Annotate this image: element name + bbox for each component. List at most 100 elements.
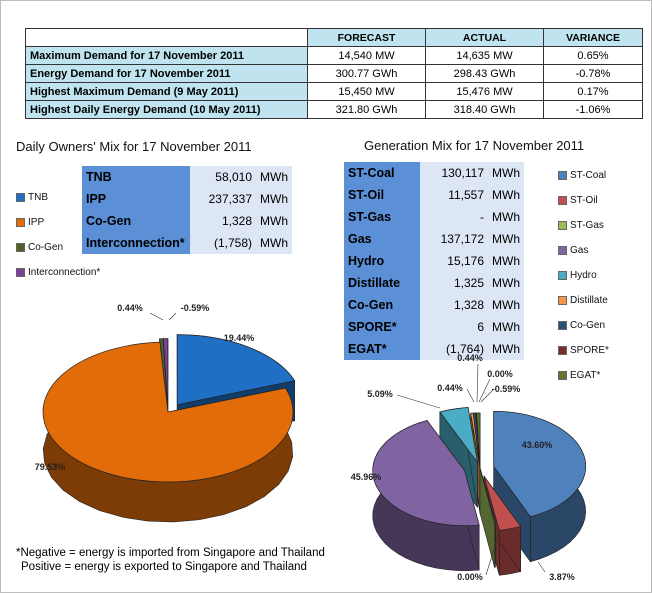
table-row: Distillate 1,325 MWh xyxy=(344,272,524,294)
legend-swatch xyxy=(16,268,25,277)
summary-table: FORECAST ACTUAL VARIANCE Maximum Demand … xyxy=(25,28,643,119)
table-row: Highest Maximum Demand (9 May 2011) 15,4… xyxy=(25,82,643,101)
legend-item: EGAT* xyxy=(558,363,609,388)
actual-cell: 298.43 GWh xyxy=(425,64,544,83)
pie-data-label: 43.60% xyxy=(522,440,553,450)
legend-label: ST-Coal xyxy=(570,170,607,181)
table-row: Highest Daily Energy Demand (10 May 2011… xyxy=(25,100,643,119)
legend-label: Distillate xyxy=(570,295,608,306)
table-row: SPORE* 6 MWh xyxy=(344,316,524,338)
table-row: Co-Gen 1,328 MWh xyxy=(82,210,292,232)
legend-swatch xyxy=(558,346,567,355)
row-label: Maximum Demand for 17 November 2011 xyxy=(25,46,308,65)
gen-value: 15,176 xyxy=(420,250,488,272)
table-row: Hydro 15,176 MWh xyxy=(344,250,524,272)
legend-label: Co-Gen xyxy=(570,320,606,331)
forecast-cell: 15,450 MW xyxy=(307,82,426,101)
legend-label: IPP xyxy=(28,217,45,228)
pie-slice-interconnection xyxy=(162,338,169,409)
pie-leader-line xyxy=(485,529,501,576)
legend-label: Interconnection* xyxy=(28,267,101,278)
pie-leader-line xyxy=(537,561,546,573)
gen-name: ST-Oil xyxy=(344,184,420,206)
pie-leader-line xyxy=(396,394,441,409)
actual-cell: 15,476 MW xyxy=(425,82,544,101)
legend-swatch xyxy=(558,246,567,255)
pie-slice-egat xyxy=(476,412,481,469)
gen-name: ST-Coal xyxy=(344,162,420,184)
legend-item: TNB xyxy=(16,185,100,210)
legend-label: ST-Oil xyxy=(570,195,598,206)
gen-unit: MWh xyxy=(488,206,524,228)
variance-cell: -1.06% xyxy=(543,100,643,119)
forecast-cell: 321.80 GWh xyxy=(307,100,426,119)
pie-leader-line xyxy=(466,388,475,403)
table-row: ST-Coal 130,117 MWh xyxy=(344,162,524,184)
summary-header-variance: VARIANCE xyxy=(543,28,643,47)
pie-data-label: 3.87% xyxy=(549,572,575,582)
table-row: Maximum Demand for 17 November 2011 14,5… xyxy=(25,46,643,65)
summary-header-actual: ACTUAL xyxy=(425,28,544,47)
pie-data-label: -0.59% xyxy=(492,384,521,394)
gen-name: Hydro xyxy=(344,250,420,272)
variance-cell: -0.78% xyxy=(543,64,643,83)
legend-item: Distillate xyxy=(558,288,609,313)
gen-name: ST-Gas xyxy=(344,206,420,228)
pie-slice-tnb xyxy=(176,334,296,406)
gen-name: SPORE* xyxy=(344,316,420,338)
pie-slice-gas xyxy=(372,420,480,527)
legend-item: IPP xyxy=(16,210,100,235)
legend-swatch xyxy=(558,271,567,280)
gen-value: 137,172 xyxy=(420,228,488,250)
footnote-line-1: *Negative = energy is imported from Sing… xyxy=(16,547,325,559)
legend-label: SPORE* xyxy=(570,345,609,356)
owners-mix-title: Daily Owners' Mix for 17 November 2011 xyxy=(16,139,252,154)
pie-slice-ipp xyxy=(42,341,294,483)
legend-item: ST-Oil xyxy=(558,188,609,213)
table-row: IPP 237,337 MWh xyxy=(82,188,292,210)
pie-slice-st-gas xyxy=(479,467,496,523)
owner-value: (1,758) xyxy=(190,232,256,254)
owner-value: 237,337 xyxy=(190,188,256,210)
legend-swatch xyxy=(558,296,567,305)
legend-item: SPORE* xyxy=(558,338,609,363)
table-row: EGAT* (1,764) MWh xyxy=(344,338,524,360)
actual-cell: 318.40 GWh xyxy=(425,100,544,119)
legend-swatch xyxy=(558,196,567,205)
table-row: ST-Gas - MWh xyxy=(344,206,524,228)
legend-swatch xyxy=(16,218,25,227)
actual-cell: 14,635 MW xyxy=(425,46,544,65)
legend-label: TNB xyxy=(28,192,48,203)
generation-legend: ST-Coal ST-Oil ST-Gas Gas Hydro Distilla… xyxy=(558,163,609,388)
legend-swatch xyxy=(558,221,567,230)
legend-item: Gas xyxy=(558,238,609,263)
legend-swatch xyxy=(558,171,567,180)
gen-name: Distillate xyxy=(344,272,420,294)
legend-swatch xyxy=(558,321,567,330)
owner-name: IPP xyxy=(82,188,190,210)
table-row: TNB 58,010 MWh xyxy=(82,166,292,188)
legend-item: Co-Gen xyxy=(558,313,609,338)
legend-item: ST-Gas xyxy=(558,213,609,238)
legend-item: Hydro xyxy=(558,263,609,288)
summary-header-row: FORECAST ACTUAL VARIANCE xyxy=(25,28,643,47)
pie-slice-st-oil xyxy=(483,475,522,531)
pie-data-label: 0.00% xyxy=(487,369,513,379)
pie-data-label: 0.44% xyxy=(457,353,483,363)
row-label: Highest Maximum Demand (9 May 2011) xyxy=(25,82,308,101)
owner-name: Interconnection* xyxy=(82,232,190,254)
footnote-line-2: Positive = energy is exported to Singapo… xyxy=(21,561,307,573)
legend-item: Interconnection* xyxy=(16,260,100,285)
pie-data-label: 0.00% xyxy=(457,572,483,582)
pie-data-label: 19.44% xyxy=(224,333,255,343)
gen-name: EGAT* xyxy=(344,338,420,360)
owner-unit: MWh xyxy=(256,166,292,188)
legend-swatch xyxy=(16,243,25,252)
legend-item: Co-Gen xyxy=(16,235,100,260)
owner-value: 58,010 xyxy=(190,166,256,188)
pie-slice-st-coal xyxy=(493,410,587,518)
owner-unit: MWh xyxy=(256,188,292,210)
pie-data-label: -0.59% xyxy=(181,303,210,313)
pie-data-label: 45.96% xyxy=(351,472,382,482)
